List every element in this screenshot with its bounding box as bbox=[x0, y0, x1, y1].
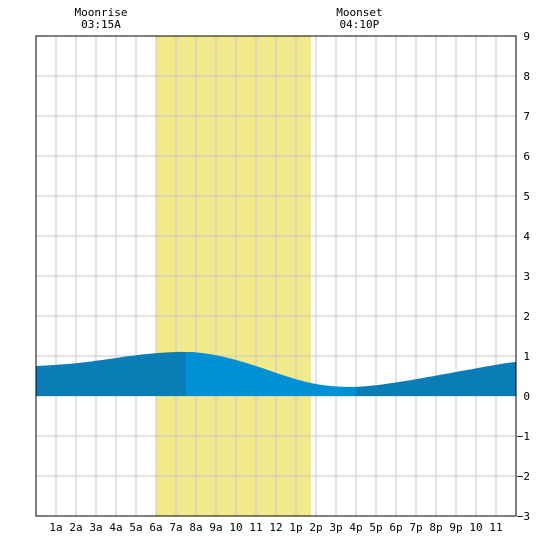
x-tick-label: 11 bbox=[249, 521, 262, 534]
moonrise-label: Moonrise bbox=[75, 6, 128, 19]
y-tick-label: 4 bbox=[523, 230, 530, 243]
y-tick-label: 9 bbox=[523, 30, 530, 43]
x-tick-label: 3p bbox=[329, 521, 342, 534]
gridlines-layer bbox=[36, 36, 516, 516]
y-tick-label: 6 bbox=[523, 150, 530, 163]
x-tick-label: 6p bbox=[389, 521, 402, 534]
labels-layer: Moonrise 03:15A Moonset 04:10P bbox=[75, 6, 383, 31]
y-tick-label: −1 bbox=[517, 430, 530, 443]
x-tick-label: 7a bbox=[169, 521, 182, 534]
tide-area-layer bbox=[36, 351, 516, 396]
moonset-label: Moonset bbox=[336, 6, 382, 19]
plot-frame bbox=[35, 35, 517, 517]
x-tick-label: 11 bbox=[489, 521, 502, 534]
x-tick-label: 8a bbox=[189, 521, 202, 534]
x-tick-label: 1a bbox=[49, 521, 62, 534]
x-tick-label: 4a bbox=[109, 521, 122, 534]
x-tick-label: 10 bbox=[229, 521, 242, 534]
moonrise-time: 03:15A bbox=[81, 18, 121, 31]
x-tick-label: 7p bbox=[409, 521, 422, 534]
x-tick-label: 9p bbox=[449, 521, 462, 534]
x-tick-label: 8p bbox=[429, 521, 442, 534]
x-tick-label: 5p bbox=[369, 521, 382, 534]
y-tick-label: 2 bbox=[523, 310, 530, 323]
y-tick-label: 5 bbox=[523, 190, 530, 203]
moonset-time: 04:10P bbox=[340, 18, 380, 31]
x-tick-label: 5a bbox=[129, 521, 142, 534]
x-tick-label: 10 bbox=[469, 521, 482, 534]
x-tick-label: 3a bbox=[89, 521, 102, 534]
tide-area-rising-evening bbox=[356, 362, 516, 396]
x-tick-label: 1p bbox=[289, 521, 302, 534]
x-tick-label: 2p bbox=[309, 521, 322, 534]
y-tick-label: −3 bbox=[517, 510, 530, 523]
x-tick-label: 12 bbox=[269, 521, 282, 534]
tide-area-falling bbox=[186, 352, 356, 396]
y-tick-label: 7 bbox=[523, 110, 530, 123]
x-tick-label: 9a bbox=[209, 521, 222, 534]
x-tick-labels: 1a 2a 3a 4a 5a 6a 7a 8a 9a 10 11 12 1p 2p 3p 4p 5p 6p 7p 8p… bbox=[49, 521, 502, 534]
tide-area-rising bbox=[36, 351, 186, 396]
x-tick-label: 6a bbox=[149, 521, 162, 534]
x-tick-label: 2a bbox=[69, 521, 82, 534]
y-tick-label: −2 bbox=[517, 470, 530, 483]
y-tick-labels: 9 8 7 6 5 4 3 2 1 0 −1 −2 −3 bbox=[517, 30, 531, 523]
y-tick-label: 8 bbox=[523, 70, 530, 83]
y-tick-label: 1 bbox=[523, 350, 530, 363]
x-tick-label: 4p bbox=[349, 521, 362, 534]
y-tick-label: 3 bbox=[523, 270, 530, 283]
y-tick-label: 0 bbox=[523, 390, 530, 403]
